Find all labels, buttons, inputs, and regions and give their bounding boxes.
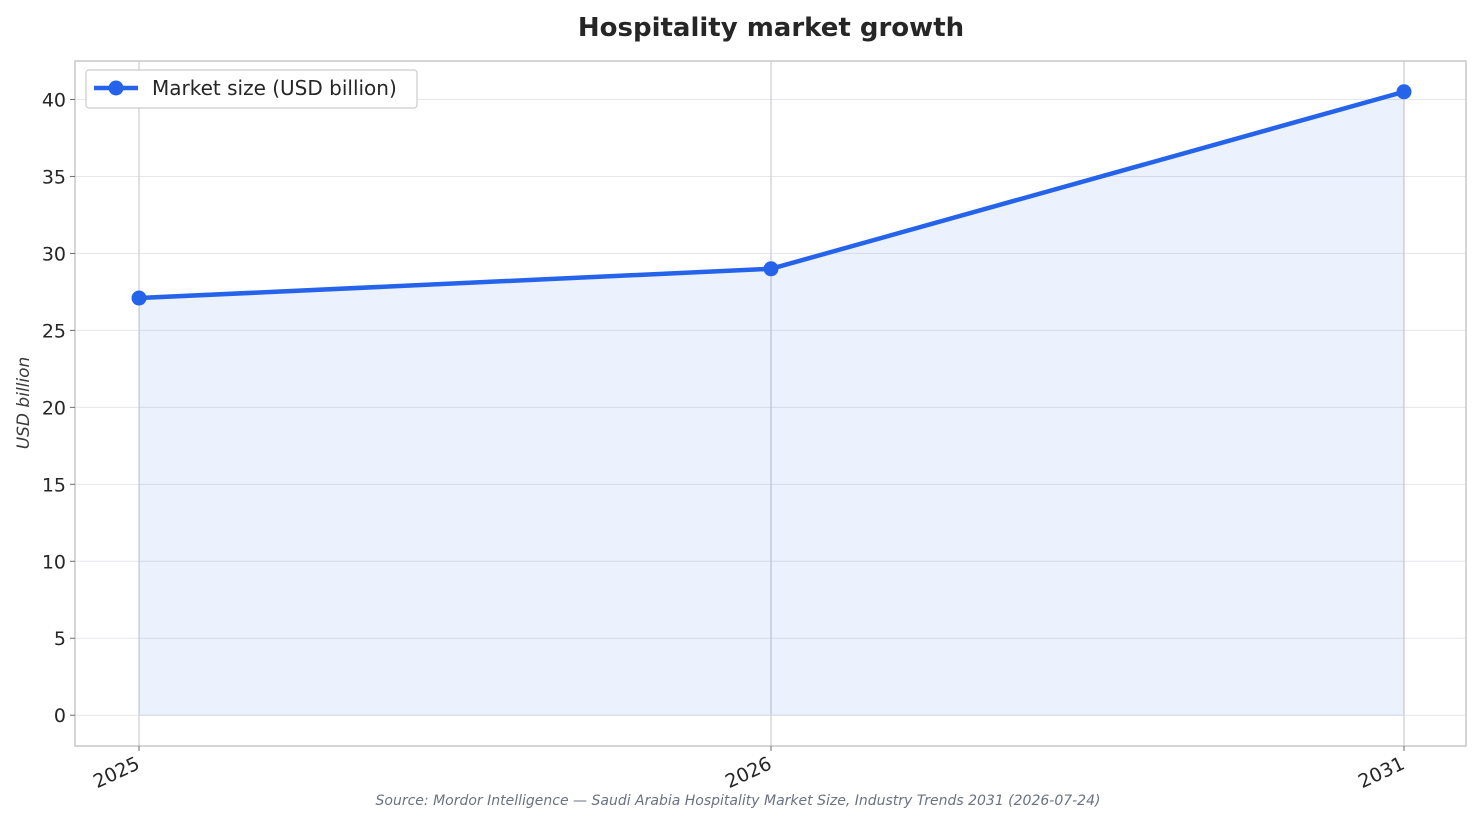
y-tick-label: 0: [54, 705, 66, 727]
y-tick-label: 5: [54, 628, 66, 650]
chart-title: Hospitality market growth: [578, 13, 964, 43]
x-tick-label: 2025: [90, 753, 143, 793]
y-axis-ticks: 0 5 10 15 20 25 30 35 40: [42, 89, 75, 727]
legend-marker: [108, 80, 124, 96]
data-point: [1396, 84, 1412, 100]
y-tick-label: 40: [42, 89, 66, 111]
source-note: Source: Mordor Intelligence — Saudi Arab…: [376, 793, 1101, 809]
x-axis-ticks: 2025 2026 2031: [90, 746, 1408, 793]
y-tick-label: 10: [42, 551, 66, 573]
legend-label: Market size (USD billion): [152, 76, 397, 100]
x-tick-label: 2031: [1355, 753, 1408, 793]
area-fill-layer: [139, 91, 1404, 716]
data-points: [131, 84, 1412, 306]
legend: Market size (USD billion): [85, 69, 418, 109]
series-area: [139, 91, 1404, 716]
y-tick-label: 15: [42, 474, 66, 496]
y-tick-label: 20: [42, 397, 66, 419]
grid: [75, 61, 1466, 746]
y-tick-label: 35: [42, 166, 66, 188]
data-point: [131, 290, 147, 306]
y-axis-label: USD billion: [14, 357, 34, 450]
legend-box: [85, 69, 418, 109]
y-tick-label: 30: [42, 243, 66, 265]
y-tick-label: 25: [42, 320, 66, 342]
x-tick-label: 2026: [722, 753, 775, 793]
data-point: [763, 261, 779, 277]
